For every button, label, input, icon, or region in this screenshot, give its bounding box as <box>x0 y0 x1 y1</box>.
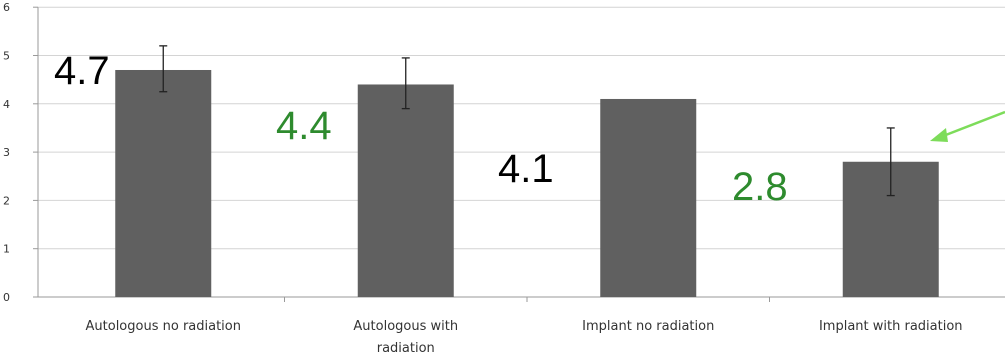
bar <box>115 69 212 298</box>
data-label: 4.1 <box>498 147 554 191</box>
y-tick-label: 4 <box>3 98 10 111</box>
category-label: radiation <box>377 341 435 356</box>
y-tick-label: 2 <box>3 194 10 207</box>
y-tick-label: 6 <box>3 1 10 14</box>
data-label: 2.8 <box>732 165 788 209</box>
y-tick-label: 0 <box>3 291 10 304</box>
category-label: Implant with radiation <box>819 319 963 334</box>
category-label: Autologous no radiation <box>86 319 241 334</box>
data-label: 4.4 <box>276 104 332 148</box>
y-tick-label: 3 <box>3 146 10 159</box>
category-labels: Autologous no radiation Autologous with ra… <box>86 319 963 356</box>
y-tick-label: 5 <box>3 50 10 63</box>
bar <box>357 84 454 297</box>
data-label: 4.7 <box>54 49 110 93</box>
category-label: Implant no radiation <box>582 319 714 334</box>
annotation-arrow <box>930 110 1005 142</box>
error-bars <box>159 45 895 197</box>
category-label: Autologous with <box>353 319 458 334</box>
y-tick-label: 1 <box>3 243 10 256</box>
data-labels: 4.7 4.4 4.1 2.8 <box>54 49 788 209</box>
arrow-head <box>930 128 948 142</box>
bar <box>600 98 697 297</box>
arrow-shaft <box>937 110 1005 140</box>
